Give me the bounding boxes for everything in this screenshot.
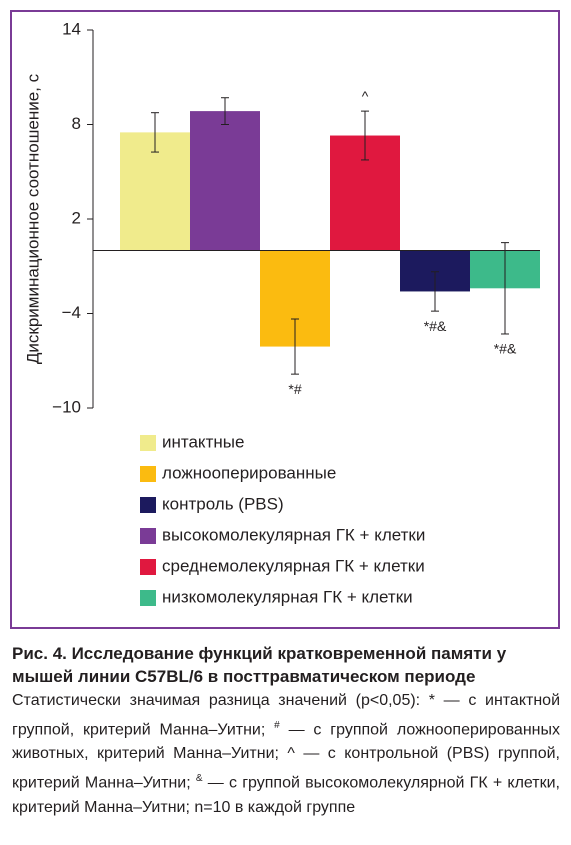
legend-swatch (140, 528, 156, 544)
caption-superscript: & (195, 772, 203, 784)
caption-text: — с группой высокомолекулярной ГК + клет… (12, 774, 561, 816)
chart: Дискриминационное соотношение, с 14 8 2 −4 −… (10, 10, 560, 629)
error-bar (151, 112, 159, 153)
y-tick-label: 14 (62, 19, 81, 38)
y-tick-label: 8 (72, 114, 81, 133)
y-axis-label: Дискриминационное соотношение, с (23, 73, 42, 364)
frame (10, 10, 560, 629)
error-bar (501, 242, 509, 335)
legend-swatch (140, 435, 156, 451)
error-bar (361, 110, 369, 161)
legend-swatch (140, 497, 156, 513)
annotation: *# (288, 381, 301, 397)
caption-body: Статистически значимая разница значений … (12, 689, 560, 820)
error-bar (431, 271, 439, 312)
caption-superscript: # (274, 719, 280, 731)
legend-swatch (140, 559, 156, 575)
legend-label: низкомолекулярная ГК + клетки (162, 587, 413, 606)
y-tick-label: 2 (72, 208, 81, 227)
legend-label: высокомолекулярная ГК + клетки (162, 525, 425, 544)
legend-swatch (140, 590, 156, 606)
legend-label: интактные (162, 432, 244, 451)
legend-swatch (140, 466, 156, 482)
legend-label: среднемолекулярная ГК + клетки (162, 556, 425, 575)
annotation: ^ (362, 88, 369, 104)
annotation: *#& (424, 318, 447, 334)
caption: Рис. 4. Исследование функций кратковреме… (12, 642, 560, 820)
y-tick-label: −4 (62, 303, 81, 322)
y-tick-label: −10 (52, 397, 81, 416)
bar (190, 111, 260, 251)
caption-title: Рис. 4. Исследование функций кратковреме… (12, 644, 507, 686)
caption-text: Статистически значимая разница значений … (12, 692, 560, 738)
caption-text: — с группой ложнооперированных животных,… (12, 720, 560, 792)
error-bar (221, 97, 229, 125)
error-bar (291, 318, 299, 375)
legend-label: контроль (PBS) (162, 494, 284, 513)
legend-label: ложнооперированные (162, 463, 336, 482)
annotation: *#& (494, 341, 517, 357)
